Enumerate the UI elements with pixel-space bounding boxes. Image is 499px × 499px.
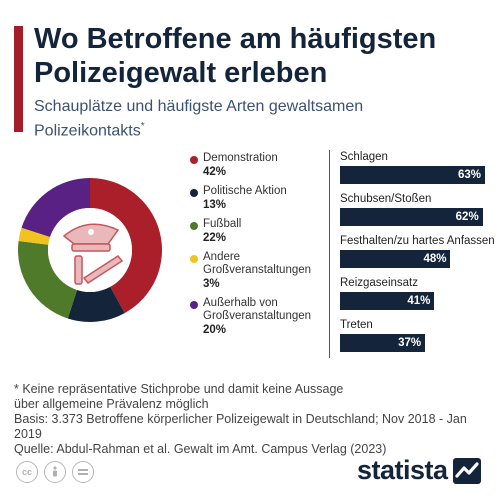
bar-track: 37% — [340, 334, 485, 352]
bar-label: Schubsen/Stoßen — [340, 193, 432, 205]
legend-swatch — [190, 222, 198, 230]
donut-slices — [17, 178, 163, 322]
bar-chart: Schlagen 63% Schubsen/Stoßen 62% Festhalten/… — [340, 150, 495, 360]
legend: Demonstration 42% Politische Aktion 13% Fußb… — [190, 152, 325, 343]
police-cap-baton-icon — [62, 223, 124, 285]
subtitle-footnote-mark: * — [140, 121, 145, 132]
legend-item-andere-grossveranstaltungen: Andere Großveranstaltungen 3% — [190, 251, 325, 291]
bar-label: Treten — [340, 319, 373, 331]
cc-icon[interactable]: cc — [16, 461, 38, 483]
license-icons: cc — [16, 461, 94, 485]
bar-row-reizgaseinsatz: Reizgaseinsatz 41% — [340, 276, 490, 318]
bar-label: Festhalten/zu hartes Anfassen — [340, 235, 495, 247]
legend-swatch — [190, 189, 198, 197]
legend-swatch — [190, 156, 198, 164]
bar-value-label: 37% — [398, 337, 422, 349]
bar-track: 62% — [340, 208, 485, 226]
legend-swatch — [190, 255, 198, 263]
legend-label: Fußball — [203, 218, 242, 230]
bar-row-schlagen: Schlagen 63% — [340, 150, 490, 192]
disclaimer-note: * Keine repräsentative Stichprobe und da… — [14, 382, 344, 411]
bar-value-label: 48% — [423, 253, 447, 265]
bar-schlagen: 63% — [340, 166, 485, 184]
legend-item-fussball: Fußball 22% — [190, 218, 325, 245]
nd-icon[interactable] — [72, 461, 94, 483]
basis-note: Basis: 3.373 Betroffene körperlicher Pol… — [14, 412, 467, 441]
bar-row-treten: Treten 37% — [340, 318, 490, 360]
bar-label: Schlagen — [340, 151, 388, 163]
bar-row-schubsen-stossen: Schubsen/Stoßen 62% — [340, 192, 490, 234]
chart-divider — [329, 150, 330, 358]
donut-slice-politische-aktion — [67, 286, 125, 322]
legend-swatch — [190, 301, 198, 309]
bar-festhalten-zu-hartes-anfassen: 48% — [340, 250, 451, 268]
bar-track: 41% — [340, 292, 485, 310]
donut-chart — [17, 178, 163, 322]
legend-item-demonstration: Demonstration 42% — [190, 152, 325, 179]
bar-reizgaseinsatz: 41% — [340, 292, 435, 310]
footnote: * Keine repräsentative Stichprobe und da… — [14, 382, 489, 457]
statista-mark-icon — [452, 457, 481, 484]
bar-label: Reizgaseinsatz — [340, 277, 418, 289]
bar-track: 63% — [340, 166, 485, 184]
legend-value: 3% — [203, 278, 220, 290]
legend-label: Andere Großveranstaltungen — [203, 251, 312, 276]
legend-item-ausserhalb-von-grossveranstaltungen: Außerhalb von Großveranstaltungen 20% — [190, 297, 325, 337]
subtitle-text: Schauplätze und häufigste Arten gewaltsa… — [34, 98, 364, 140]
legend-value: 22% — [203, 232, 227, 244]
police-cap-band — [71, 243, 111, 252]
donut-slice-ausserhalb-von-grossveranstaltungen — [21, 178, 90, 238]
bar-value-label: 62% — [455, 211, 479, 223]
bar-track: 48% — [340, 250, 485, 268]
baton-icon — [82, 255, 124, 284]
bar-value-label: 63% — [457, 169, 481, 181]
donut-slice-andere-grossveranstaltungen — [18, 227, 51, 245]
bar-value-label: 41% — [407, 295, 431, 307]
chart-subtitle: Schauplätze und häufigste Arten gewaltsa… — [34, 97, 474, 141]
legend-label: Politische Aktion — [203, 185, 287, 197]
legend-label: Außerhalb von Großveranstaltungen — [203, 297, 312, 322]
legend-item-politische-aktion: Politische Aktion 13% — [190, 185, 325, 212]
bar-row-festhalten-zu-hartes-anfassen: Festhalten/zu hartes Anfassen 48% — [340, 234, 495, 276]
by-icon[interactable] — [44, 461, 66, 483]
legend-value: 13% — [203, 199, 227, 211]
legend-label: Demonstration — [203, 152, 278, 164]
donut-slice-demonstration — [90, 178, 163, 314]
statista-logo[interactable]: statista — [357, 455, 481, 486]
bar-treten: 37% — [340, 334, 426, 352]
chart-title: Wo Betroffene am häufigsten Polizeigewal… — [34, 23, 437, 89]
legend-value: 42% — [203, 166, 227, 178]
source-note: Quelle: Abdul-Rahman et al. Gewalt im Am… — [14, 442, 387, 456]
statista-wordmark: statista — [357, 455, 448, 485]
baton-grip — [74, 255, 83, 285]
legend-value: 20% — [203, 324, 227, 336]
accent-bar — [14, 26, 23, 132]
donut-slice-fussball — [17, 240, 78, 319]
police-badge-icon — [88, 229, 94, 235]
bar-schubsen-stossen: 62% — [340, 208, 483, 226]
